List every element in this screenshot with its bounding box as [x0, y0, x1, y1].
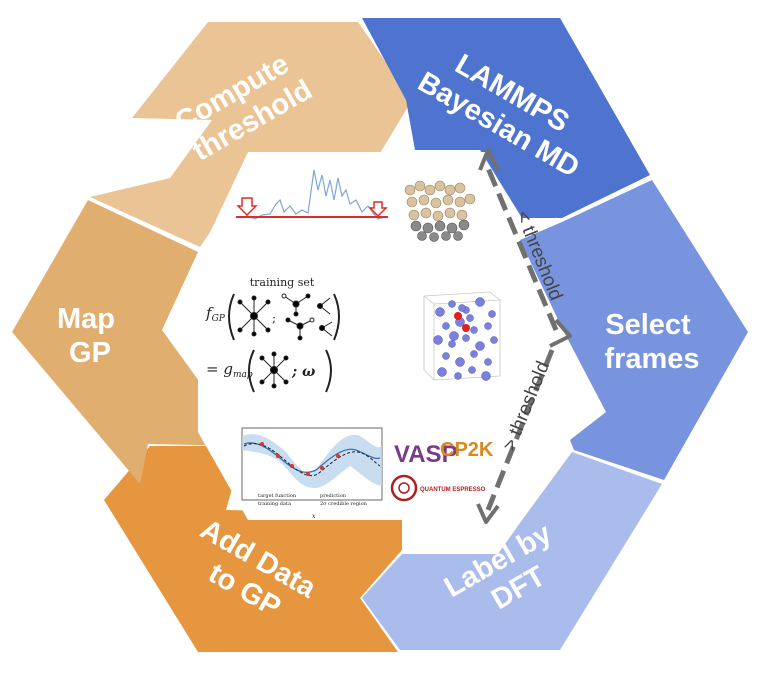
atom-sphere	[442, 322, 450, 330]
segment-select-frames	[520, 180, 748, 480]
credible-region-band	[242, 434, 382, 488]
f-gp-symbol: fGP	[205, 304, 226, 324]
vasp-logo: VASP	[394, 441, 458, 468]
segment-label-by-dft	[362, 452, 662, 650]
atom-sphere	[448, 340, 456, 348]
gp-plot-xlabel: x	[312, 513, 316, 520]
atom-sphere	[454, 372, 462, 380]
atom-sphere	[490, 336, 498, 344]
arrowhead-down-icon	[476, 503, 500, 524]
legend-prediction: prediction	[320, 493, 347, 499]
atom-sphere	[468, 366, 476, 374]
atom-sphere	[481, 371, 491, 381]
legend-target-function: target function	[258, 493, 297, 499]
red-down-arrow-icon	[368, 201, 388, 218]
atom-sphere	[448, 300, 456, 308]
segment-map-gp	[12, 200, 246, 484]
training-data-points	[260, 442, 340, 476]
legend-credible-region: 2σ credible region	[320, 501, 368, 507]
gp-formulas: training set fGP ; = gmap	[205, 276, 340, 393]
atom-sphere	[466, 314, 474, 322]
atom-sphere	[484, 358, 492, 366]
cp2k-logo: CP2K	[440, 439, 494, 461]
quantum-espresso-logo-icon	[390, 474, 418, 502]
highlighted-atom-sphere	[462, 324, 470, 332]
atom-sphere	[435, 307, 445, 317]
atom-sphere	[488, 310, 496, 318]
separator-semicolon: ;	[272, 311, 276, 325]
blue-atom-spheres	[433, 297, 498, 381]
label-map-gp: Map GP	[57, 303, 123, 369]
dft-code-logos: VASP CP2K QUANTUM ESPRESSO	[390, 439, 494, 502]
target-function-curve	[243, 443, 381, 476]
atom-sphere	[475, 297, 485, 307]
omega-symbol: ; ω	[291, 364, 316, 380]
atom-sphere	[484, 322, 492, 330]
atom-sphere	[433, 335, 443, 345]
label-above-threshold: > threshold	[499, 358, 554, 454]
uncertainty-trace-plot	[236, 169, 388, 220]
segment-compute-threshold	[90, 22, 412, 247]
training-set-label: training set	[250, 276, 315, 289]
cluster-star-icon	[259, 351, 289, 389]
red-down-arrow-icon	[236, 197, 258, 217]
threshold-arrows	[485, 167, 559, 511]
segment-lammps-bayesian-md	[362, 18, 650, 218]
legend-training-data: training data	[258, 501, 291, 507]
label-select-frames: Select frames	[604, 309, 699, 375]
arrowhead-right-icon	[549, 318, 572, 348]
atoms-box-image	[423, 291, 501, 381]
arrowheads	[476, 148, 572, 524]
gp-regression-plot: target function training data prediction…	[241, 427, 383, 520]
atom-sphere	[470, 350, 478, 358]
atomic-slab-image	[400, 178, 480, 242]
cycle-segments	[12, 18, 748, 652]
arrow-below-threshold	[485, 167, 559, 331]
cluster-star-icon	[281, 293, 333, 341]
highlighted-atom-sphere	[454, 312, 462, 320]
atom-sphere	[437, 367, 447, 377]
uncertainty-trace-line	[239, 169, 386, 220]
segment-add-data-to-gp	[104, 446, 402, 652]
cluster-star-icon	[237, 295, 271, 337]
atom-sphere	[458, 304, 466, 312]
atom-sphere	[455, 357, 465, 367]
atom-sphere	[462, 334, 470, 342]
arrow-above-threshold	[485, 349, 555, 511]
arrowhead-up-icon	[478, 148, 500, 171]
atom-sphere	[442, 352, 450, 360]
atom-sphere	[449, 331, 459, 341]
g-map-symbol: = gmap	[206, 360, 253, 380]
atom-sphere	[470, 326, 478, 334]
quantum-espresso-logo-text: QUANTUM ESPRESSO	[420, 487, 486, 493]
atom-sphere	[475, 341, 485, 351]
